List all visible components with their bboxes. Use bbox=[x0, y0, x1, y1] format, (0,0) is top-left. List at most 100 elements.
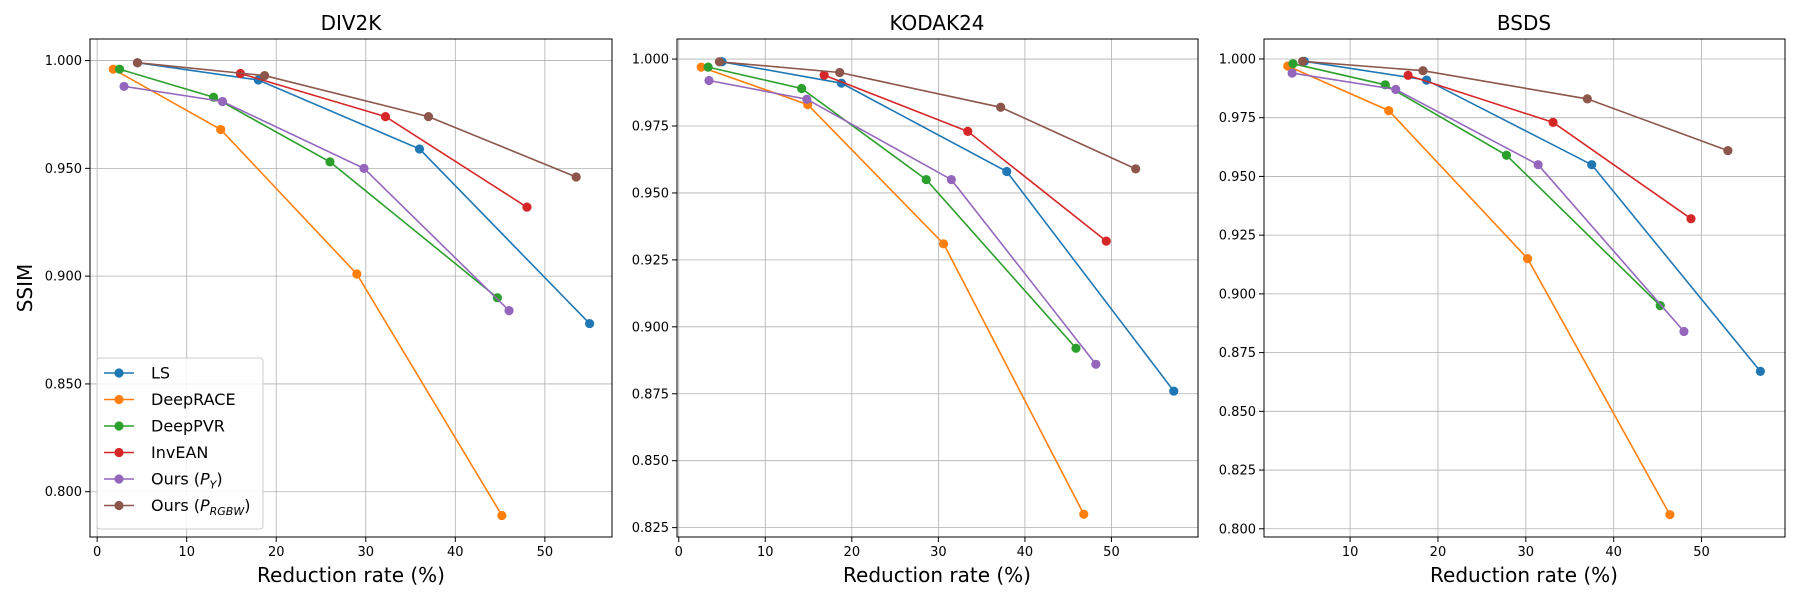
series-line bbox=[1304, 60, 1762, 372]
y-tick-label: 0.875 bbox=[632, 387, 669, 402]
legend-label: InvEAN bbox=[151, 443, 208, 462]
x-tick-label: 20 bbox=[1430, 545, 1447, 560]
data-point bbox=[132, 58, 143, 68]
data-point bbox=[359, 163, 369, 173]
x-tick-label: 0 bbox=[93, 545, 101, 560]
x-tick-label: 0 bbox=[675, 545, 683, 560]
series-deeprace bbox=[1283, 61, 1675, 520]
data-point bbox=[522, 202, 532, 212]
legend-marker bbox=[114, 368, 124, 378]
legend-marker bbox=[114, 500, 124, 511]
data-point bbox=[217, 96, 228, 107]
legend-marker bbox=[114, 447, 124, 458]
y-tick-label: 0.925 bbox=[1219, 229, 1256, 244]
legend-label: Ours (PRGBW) bbox=[151, 496, 250, 518]
data-point bbox=[802, 94, 812, 104]
series-line bbox=[137, 61, 591, 325]
series-deeppvr bbox=[114, 64, 502, 303]
legend-item: InvEAN bbox=[104, 443, 208, 462]
panel-div2k: DIV2K Reduction rate (%) 0 10 20 30 40 50 0.80… bbox=[45, 11, 613, 587]
y-tick-label: 0.925 bbox=[632, 253, 669, 268]
data-point bbox=[1131, 164, 1141, 174]
series-line bbox=[708, 79, 1097, 365]
y-tick-label: 0.825 bbox=[632, 521, 669, 536]
data-point bbox=[1548, 117, 1558, 127]
data-point bbox=[325, 157, 335, 167]
series-line bbox=[1291, 72, 1685, 333]
series-line bbox=[721, 61, 1175, 392]
x-tick-label: 10 bbox=[1342, 545, 1359, 560]
data-point bbox=[119, 81, 129, 92]
x-tick-label: 50 bbox=[537, 545, 554, 560]
data-point bbox=[114, 64, 125, 74]
data-point bbox=[921, 174, 931, 185]
legend-label: DeepRACE bbox=[151, 390, 236, 409]
legend-marker bbox=[114, 394, 124, 405]
series-ours-p-y bbox=[1287, 68, 1689, 337]
series-deeprace bbox=[108, 64, 507, 521]
data-point bbox=[1002, 166, 1012, 177]
series-line bbox=[123, 85, 510, 312]
x-tick-label: 50 bbox=[1693, 545, 1710, 560]
series-deeppvr bbox=[1288, 59, 1665, 311]
x-axis-label: Reduction rate (%) bbox=[843, 563, 1031, 587]
data-point bbox=[216, 124, 226, 135]
data-point bbox=[996, 102, 1006, 112]
series-ls bbox=[1299, 56, 1765, 376]
series-ours-p-y bbox=[119, 81, 514, 316]
y-tick-label: 0.850 bbox=[1219, 405, 1256, 420]
series-line bbox=[1302, 60, 1729, 152]
x-axis-label: Reduction rate (%) bbox=[257, 563, 445, 587]
data-point bbox=[1587, 160, 1597, 170]
data-point bbox=[1391, 84, 1401, 95]
data-point bbox=[1418, 66, 1428, 76]
y-axis-label: SSIM bbox=[13, 264, 37, 313]
chart-title: DIV2K bbox=[321, 11, 383, 35]
data-point bbox=[492, 293, 502, 303]
series-ours-p-rgbw bbox=[1298, 56, 1733, 156]
chart-title: KODAK24 bbox=[889, 11, 984, 35]
data-point bbox=[1686, 214, 1696, 224]
data-point bbox=[703, 62, 713, 72]
data-point bbox=[819, 70, 829, 80]
series-invean bbox=[819, 70, 1111, 246]
data-point bbox=[423, 112, 434, 122]
x-tick-label: 20 bbox=[268, 545, 285, 560]
y-tick-label: 0.950 bbox=[45, 162, 82, 177]
series-line bbox=[119, 68, 498, 299]
legend-item: LS bbox=[104, 364, 170, 383]
axes-frame bbox=[1263, 38, 1786, 538]
x-tick-label: 50 bbox=[1103, 545, 1120, 560]
data-point bbox=[1288, 59, 1298, 69]
chart-title: BSDS bbox=[1497, 11, 1551, 35]
data-point bbox=[1501, 150, 1512, 160]
data-point bbox=[571, 172, 581, 182]
data-point bbox=[714, 57, 725, 67]
legend-marker bbox=[114, 421, 124, 431]
data-point bbox=[1287, 68, 1297, 78]
data-point bbox=[1071, 343, 1081, 353]
data-point bbox=[1079, 509, 1089, 519]
data-point bbox=[1403, 70, 1413, 81]
data-point bbox=[704, 75, 714, 86]
legend-box bbox=[96, 357, 264, 530]
x-axis-label: Reduction rate (%) bbox=[1430, 563, 1618, 587]
data-point bbox=[504, 306, 514, 316]
data-point bbox=[352, 269, 362, 279]
series-ours-p-rgbw bbox=[714, 57, 1141, 174]
x-tick-label: 30 bbox=[1518, 545, 1535, 560]
legend-item: Ours (PY) bbox=[104, 470, 223, 492]
y-tick-label: 0.975 bbox=[1219, 111, 1256, 126]
y-tick-label: 0.875 bbox=[1219, 346, 1256, 361]
legend-item: DeepPVR bbox=[104, 417, 225, 436]
series-line bbox=[1287, 65, 1671, 516]
data-point bbox=[963, 126, 973, 136]
legend-label: Ours (PY) bbox=[151, 470, 223, 492]
data-point bbox=[1665, 510, 1675, 520]
y-tick-label: 1.000 bbox=[45, 54, 82, 69]
y-tick-label: 0.900 bbox=[632, 320, 669, 335]
axes-frame bbox=[89, 38, 613, 538]
x-tick-label: 10 bbox=[178, 545, 195, 560]
y-tick-label: 0.850 bbox=[632, 454, 669, 469]
